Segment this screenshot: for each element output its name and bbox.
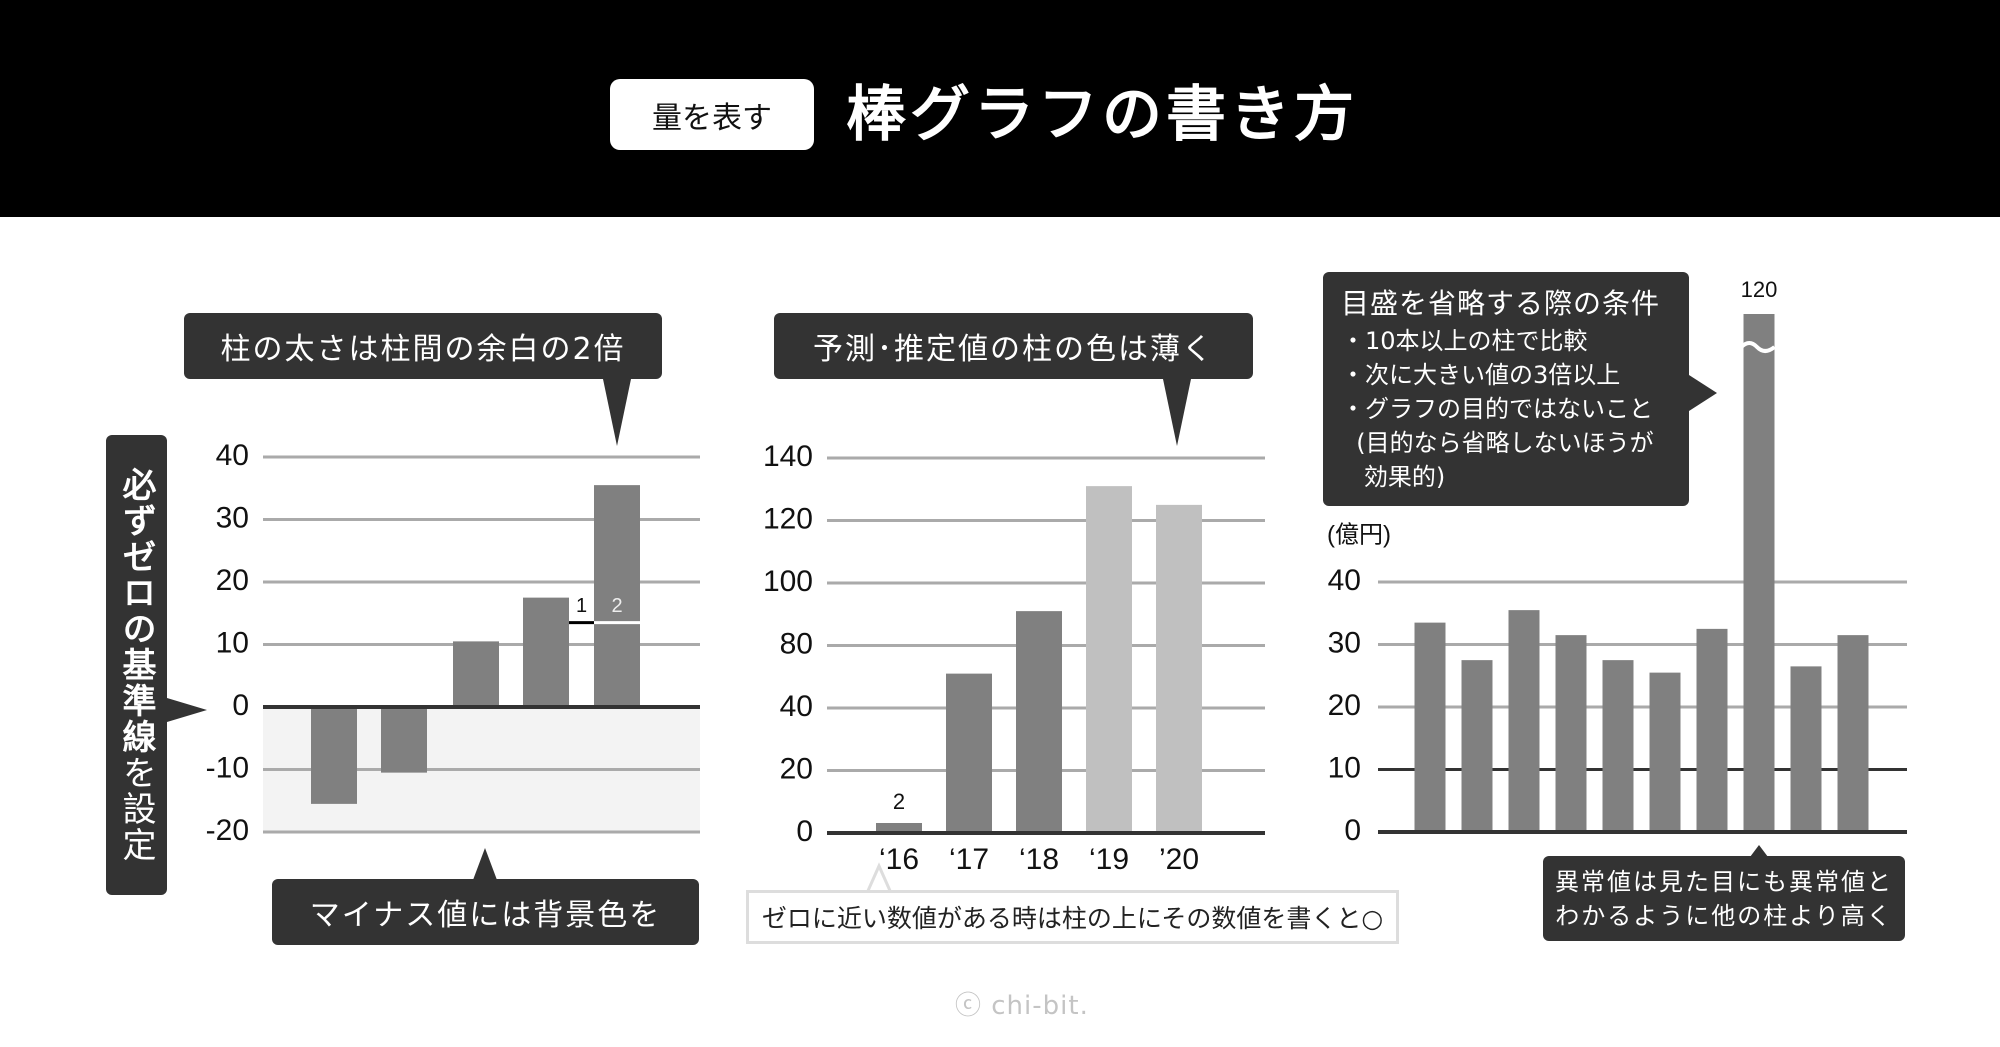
omit-item: ・次に大きい値の3倍以上 bbox=[1341, 361, 1621, 389]
callout-pointer-icon bbox=[473, 848, 497, 880]
y-tick-label: 80 bbox=[780, 627, 813, 660]
y-tick-label: -10 bbox=[206, 751, 249, 784]
bar bbox=[1555, 635, 1587, 832]
callout-baseline-rest: を設定 bbox=[116, 755, 156, 863]
y-tick-label: -20 bbox=[206, 814, 249, 847]
axis-break-icon bbox=[1740, 341, 1776, 353]
bar bbox=[594, 485, 640, 707]
data-label: 120 bbox=[1741, 277, 1778, 302]
outlier-line: わかるように他の柱より高く bbox=[1555, 901, 1893, 930]
header-badge: 量を表す bbox=[610, 79, 814, 150]
bar bbox=[381, 707, 427, 773]
y-tick-label: 20 bbox=[1328, 689, 1361, 722]
data-label: 2 bbox=[893, 789, 905, 814]
y-tick-label: 0 bbox=[1344, 814, 1361, 847]
bar bbox=[876, 823, 922, 833]
ratio-label: 1 bbox=[576, 595, 587, 617]
bar bbox=[1461, 660, 1493, 832]
callout-pointer-icon bbox=[1689, 375, 1717, 411]
x-tick-label: ‘18 bbox=[1019, 843, 1059, 876]
callout-forecast: 予測･推定値の柱の色は薄く bbox=[774, 313, 1253, 379]
bar bbox=[1649, 672, 1681, 832]
callout-baseline: 必ずゼロの基準線 を設定 bbox=[106, 435, 167, 895]
omit-title: 目盛を省略する際の条件 bbox=[1341, 287, 1661, 320]
copyright: ⓒ chi-bit. bbox=[955, 991, 1089, 1021]
bar bbox=[1602, 660, 1634, 832]
callout-pointer-icon bbox=[603, 379, 631, 446]
bar bbox=[453, 641, 499, 707]
y-tick-label: 0 bbox=[796, 815, 813, 848]
page-title: 棒グラフの書き方 bbox=[846, 80, 1358, 150]
y-tick-label: 0 bbox=[232, 689, 249, 722]
callout-negative-bg: マイナス値には背景色を bbox=[272, 879, 699, 945]
bar bbox=[1508, 610, 1540, 832]
callout-outlier: 異常値は見た目にも異常値と わかるように他の柱より高く bbox=[1543, 856, 1905, 941]
x-tick-label: ’20 bbox=[1159, 843, 1199, 876]
omit-item: ・10本以上の柱で比較 bbox=[1341, 327, 1588, 355]
y-tick-label: 20 bbox=[780, 752, 813, 785]
ratio-label: 2 bbox=[611, 595, 622, 617]
bar bbox=[311, 707, 357, 804]
omit-item: 効果的) bbox=[1341, 463, 1446, 491]
bar-broken bbox=[1743, 314, 1775, 832]
bar bbox=[1156, 504, 1202, 833]
bar bbox=[1696, 628, 1728, 832]
omit-item: (目的なら省略しないほうが bbox=[1341, 429, 1654, 457]
callout-pointer-icon bbox=[167, 698, 207, 722]
bar bbox=[1837, 635, 1869, 832]
callout-near-zero: ゼロに近い数値がある時は柱の上にその数値を書くと○ bbox=[746, 890, 1399, 944]
callout-bar-width: 柱の太さは柱間の余白の2倍 bbox=[184, 313, 662, 379]
unit-label: (億円) bbox=[1327, 521, 1391, 548]
x-tick-label: ‘19 bbox=[1089, 843, 1129, 876]
callout-pointer-icon bbox=[1750, 845, 1768, 857]
bar bbox=[1790, 666, 1822, 832]
omit-item: ・グラフの目的ではないこと bbox=[1341, 395, 1653, 423]
y-tick-label: 40 bbox=[216, 439, 249, 472]
bar bbox=[946, 673, 992, 833]
outlier-line: 異常値は見た目にも異常値と bbox=[1555, 867, 1893, 896]
y-tick-label: 140 bbox=[763, 440, 813, 473]
bar bbox=[1414, 622, 1446, 832]
bar bbox=[1086, 486, 1132, 833]
y-tick-label: 40 bbox=[780, 690, 813, 723]
callout-baseline-bold: 必ずゼロの基準線 bbox=[116, 467, 156, 755]
callout-omit-conditions: 目盛を省略する際の条件 ・10本以上の柱で比較 ・次に大きい値の3倍以上 ・グラ… bbox=[1323, 272, 1689, 506]
callout-pointer-icon bbox=[1163, 379, 1191, 446]
y-tick-label: 10 bbox=[1328, 751, 1361, 784]
y-tick-label: 30 bbox=[216, 501, 249, 534]
y-tick-label: 120 bbox=[763, 502, 813, 535]
y-tick-label: 10 bbox=[216, 626, 249, 659]
header-banner: 量を表す 棒グラフの書き方 bbox=[0, 0, 2000, 217]
y-tick-label: 40 bbox=[1328, 564, 1361, 597]
x-tick-label: ‘17 bbox=[949, 843, 989, 876]
bar bbox=[1016, 611, 1062, 833]
y-tick-label: 30 bbox=[1328, 626, 1361, 659]
y-tick-label: 20 bbox=[216, 564, 249, 597]
y-tick-label: 100 bbox=[763, 565, 813, 598]
bar bbox=[523, 597, 569, 707]
x-tick-label: ‘16 bbox=[879, 843, 919, 876]
